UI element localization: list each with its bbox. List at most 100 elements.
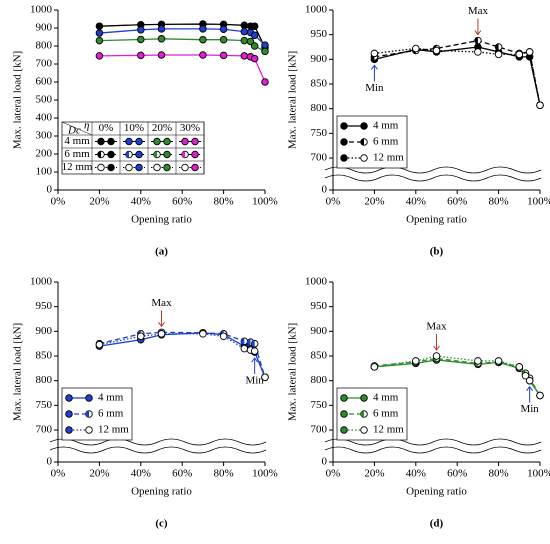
x-tick-label: 100% (527, 468, 550, 480)
marker (199, 51, 207, 59)
y-axis-title: Max. lateral load [kN] (287, 51, 299, 149)
legend-label: 6 mm (373, 408, 399, 420)
marker (360, 154, 368, 162)
marker (240, 21, 249, 30)
marker (95, 22, 104, 30)
marker (199, 35, 207, 44)
marker (250, 54, 259, 63)
marker (125, 163, 133, 172)
marker-half (181, 151, 185, 158)
x-tick-label: 20% (89, 468, 109, 480)
legend-label: 6 mm (373, 136, 399, 148)
y-tick-label: 300 (36, 130, 53, 142)
marker (137, 26, 145, 34)
marker (360, 122, 368, 130)
y-tick-label: 900 (311, 325, 328, 337)
line (99, 23, 266, 49)
marker-half (125, 151, 129, 158)
marker (360, 426, 368, 434)
marker-half (97, 151, 101, 158)
legend-label: 4 mm (373, 392, 399, 404)
marker-half (474, 37, 478, 44)
x-tick-label: 80% (489, 196, 509, 208)
legend-row: 6 mm (64, 148, 90, 160)
y-tick-label: 1000 (305, 4, 328, 16)
line (99, 333, 266, 378)
axis-break (324, 446, 542, 454)
x-tick-label: 100% (252, 468, 278, 480)
legend (61, 387, 133, 441)
marker-half (85, 410, 89, 418)
annotation: Min (520, 403, 539, 415)
annotation-arrowhead (474, 30, 482, 36)
x-tick-label: 40% (131, 196, 151, 208)
marker (125, 137, 133, 146)
legend-label: 12 mm (98, 424, 129, 436)
marker (219, 35, 228, 44)
y-tick-label: 750 (36, 399, 53, 411)
marker (157, 25, 166, 33)
marker (340, 138, 348, 146)
y-tick-label: 0 (322, 184, 328, 196)
y-tick-label: 700 (311, 152, 328, 164)
marker (340, 426, 348, 434)
y-tick-label: 750 (311, 399, 328, 411)
marker (107, 137, 115, 146)
y-tick-label: 0 (47, 456, 53, 468)
axis-break (324, 438, 542, 446)
marker (65, 410, 73, 418)
y-tick-label: 700 (311, 424, 328, 436)
marker (525, 376, 534, 385)
line (374, 47, 541, 106)
y-tick-label: 800 (36, 374, 53, 386)
legend-col: 0% (99, 122, 114, 134)
marker (240, 52, 249, 60)
marker (412, 357, 420, 365)
marker (261, 47, 269, 56)
marker-half (360, 410, 364, 418)
x-tick-label: 40% (131, 468, 151, 480)
marker (191, 150, 199, 159)
marker (157, 330, 166, 338)
x-tick-label: 100% (527, 196, 550, 208)
marker (240, 27, 249, 36)
marker (199, 25, 207, 33)
y-tick-label: 800 (311, 374, 328, 386)
marker (340, 410, 348, 418)
marker (95, 29, 104, 37)
marker-half (495, 43, 499, 51)
annotation: Min (245, 375, 264, 387)
marker (432, 352, 441, 360)
x-tick-label: 60% (447, 196, 467, 208)
marker (107, 150, 115, 159)
y-tick-label: 1000 (30, 276, 53, 288)
marker (261, 41, 269, 49)
x-tick-label: 60% (447, 468, 467, 480)
marker (240, 344, 249, 353)
marker (107, 163, 115, 172)
y-tick-label: 850 (311, 78, 328, 90)
x-axis-title: Opening ratio (131, 486, 192, 498)
y-tick-label: 800 (311, 102, 328, 114)
marker (474, 48, 482, 56)
y-axis-title: Max. lateral load [kN] (287, 323, 299, 421)
annotation-arrowhead (433, 345, 440, 351)
y-tick-label: 0 (322, 456, 328, 468)
marker (219, 332, 228, 341)
marker (157, 35, 166, 43)
marker (525, 48, 534, 56)
y-tick-label: 900 (36, 22, 53, 34)
marker (360, 394, 368, 402)
legend (336, 387, 408, 441)
x-tick-label: 100% (252, 196, 278, 208)
marker (536, 391, 544, 400)
marker (250, 22, 259, 30)
annotation: Min (365, 82, 384, 94)
y-tick-label: 1000 (30, 4, 53, 16)
legend-label: 4 mm (98, 392, 124, 404)
y-tick-label: 500 (36, 94, 53, 106)
panel-label: (a) (155, 246, 168, 258)
marker (65, 394, 73, 402)
y-tick-label: 950 (311, 28, 328, 40)
x-tick-label: 40% (406, 468, 426, 480)
